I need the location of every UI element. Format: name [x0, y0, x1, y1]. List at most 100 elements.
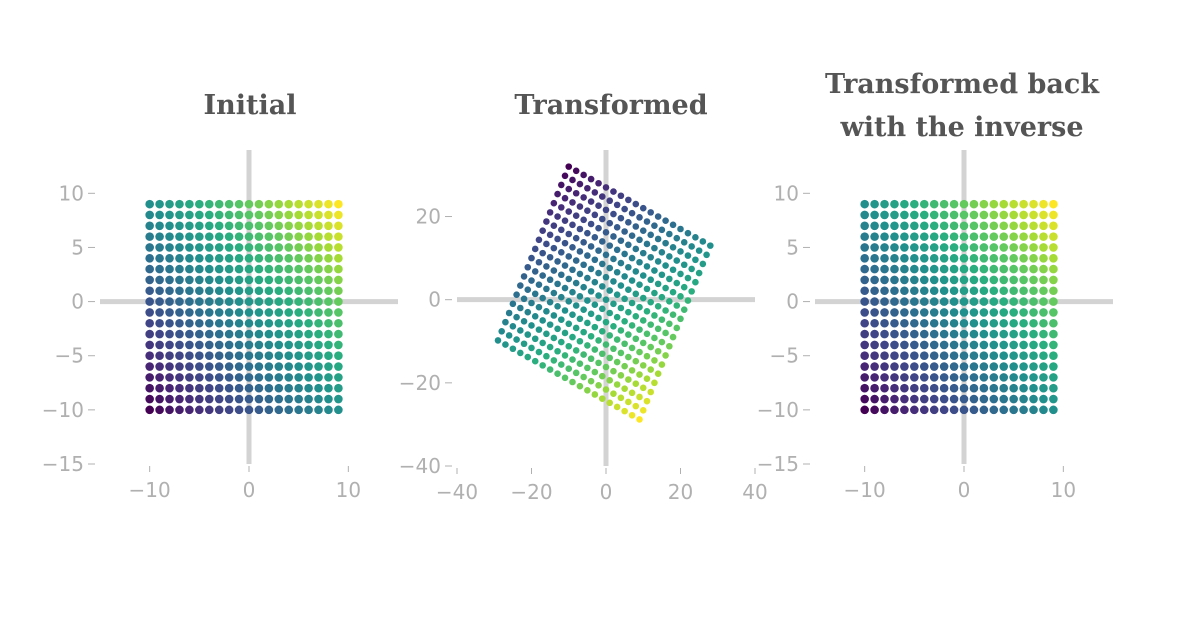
- scatter-point: [185, 329, 194, 339]
- scatter-point: [580, 373, 587, 381]
- scatter-point: [572, 302, 580, 309]
- scatter-point: [890, 308, 899, 317]
- scatter-point: [1039, 286, 1048, 296]
- scatter-point: [214, 362, 224, 371]
- scatter-point: [587, 198, 595, 205]
- scatter-point: [591, 346, 599, 353]
- scatter-point: [929, 253, 939, 263]
- scatter-point: [517, 349, 524, 357]
- scatter-point: [165, 243, 174, 252]
- scatter-point: [1049, 221, 1058, 231]
- scatter-point: [543, 352, 550, 360]
- scatter-point: [969, 351, 979, 361]
- y-tick-label: 20: [416, 205, 441, 229]
- scatter-point: [224, 221, 234, 231]
- scatter-point: [632, 200, 640, 208]
- scatter-point: [621, 228, 628, 235]
- scatter-point: [165, 199, 174, 209]
- scatter-point: [284, 362, 294, 371]
- scatter-point: [959, 383, 969, 393]
- scatter-point: [546, 343, 554, 351]
- scatter-point: [880, 318, 889, 328]
- scatter-point: [284, 286, 294, 296]
- scatter-point: [1009, 351, 1018, 361]
- scatter-point: [677, 293, 684, 300]
- scatter-point: [625, 241, 632, 249]
- scatter-point: [1029, 232, 1038, 241]
- scatter-point: [543, 218, 550, 225]
- scatter-point: [224, 286, 234, 296]
- scatter-point: [145, 275, 154, 285]
- scatter-point: [643, 285, 651, 293]
- scatter-point: [1009, 199, 1018, 209]
- scatter-point: [632, 313, 640, 320]
- scatter-point: [324, 297, 333, 306]
- scatter-point: [195, 243, 204, 252]
- scatter-point: [513, 336, 520, 343]
- scatter-point: [658, 338, 666, 346]
- scatter-point: [673, 234, 681, 242]
- scatter-point: [294, 394, 303, 404]
- scatter-point: [680, 306, 688, 313]
- scatter-point: [890, 243, 899, 252]
- scatter-point: [999, 383, 1009, 393]
- scatter-point: [999, 405, 1009, 415]
- scatter-point: [910, 232, 919, 241]
- scatter-point: [654, 325, 662, 333]
- scatter-point: [244, 253, 254, 263]
- scatter-point: [949, 405, 959, 415]
- scatter-point: [214, 253, 224, 263]
- scatter-point: [145, 394, 154, 404]
- scatter-point: [185, 286, 194, 296]
- scatter-point: [1029, 199, 1038, 209]
- scatter-point: [165, 210, 174, 220]
- scatter-point: [254, 286, 264, 296]
- scatter-point: [979, 232, 989, 241]
- scatter-point: [224, 394, 234, 404]
- scatter-point: [1009, 318, 1018, 328]
- scatter-point: [528, 344, 535, 352]
- scatter-point: [919, 286, 929, 296]
- y-tick-label: −15: [757, 452, 799, 476]
- scatter-point: [254, 221, 264, 231]
- scatter-point: [234, 329, 244, 339]
- scatter-point: [165, 221, 174, 231]
- scatter-point: [185, 297, 194, 306]
- scatter-point: [1009, 329, 1018, 339]
- scatter-point: [334, 253, 343, 263]
- scatter-point: [969, 308, 979, 317]
- scatter-point: [666, 342, 673, 350]
- scatter-point: [890, 199, 899, 209]
- scatter-point: [224, 253, 234, 263]
- scatter-point: [939, 308, 949, 317]
- scatter-point: [606, 219, 614, 227]
- scatter-point: [979, 264, 989, 274]
- scatter-point: [636, 236, 643, 244]
- scatter-point: [284, 373, 294, 382]
- x-tick-label: 10: [1051, 478, 1076, 502]
- scatter-point: [284, 383, 294, 393]
- scatter-point: [900, 340, 909, 350]
- scatter-point: [1039, 318, 1048, 328]
- scatter-point: [334, 351, 343, 361]
- scatter-point: [195, 329, 204, 339]
- scatter-point: [274, 210, 284, 220]
- scatter-point: [528, 277, 535, 284]
- scatter-point: [949, 340, 959, 350]
- scatter-point: [234, 232, 244, 241]
- scatter-point: [870, 199, 879, 209]
- scatter-point: [294, 329, 303, 339]
- scatter-point: [870, 318, 879, 328]
- scatter-point: [900, 351, 909, 361]
- scatter-point: [539, 249, 546, 257]
- scatter-point: [625, 219, 632, 226]
- scatter-point: [890, 405, 899, 415]
- scatter-point: [543, 263, 550, 270]
- scatter-point: [254, 318, 264, 328]
- scatter-point: [939, 297, 949, 306]
- scatter-point: [1029, 351, 1038, 361]
- scatter-point: [989, 351, 999, 361]
- scatter-point: [254, 232, 264, 241]
- scatter-point: [692, 256, 699, 264]
- scatter-point: [294, 199, 303, 209]
